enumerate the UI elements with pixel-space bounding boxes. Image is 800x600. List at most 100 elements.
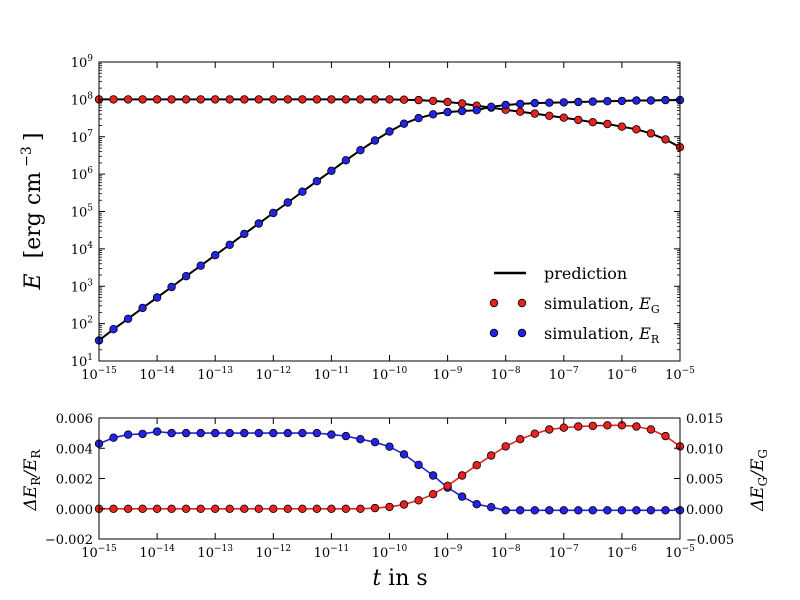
simulation-eg-point	[428, 96, 438, 106]
right-y-axis-label: ΔEG/EG	[748, 449, 770, 512]
legend-eg-marker	[517, 298, 527, 308]
error-eg-point	[472, 461, 481, 470]
simulation-er-point	[123, 314, 133, 323]
error-eg-point	[356, 504, 365, 513]
energy-ticks-layer: 10−15 10−14 10−13 10−12 10−11 10−10 10−9 10−8 10…	[71, 54, 695, 383]
left-y-axis-label: ΔER/ER	[21, 449, 43, 512]
y-tick-label: 106	[71, 166, 94, 183]
x-tick-label: 10−5	[665, 366, 695, 383]
error-er-point	[123, 430, 133, 439]
error-er-point	[559, 506, 568, 515]
simulation-eg-point	[414, 95, 423, 105]
error-er-point	[574, 506, 583, 515]
error-er-point	[646, 506, 656, 515]
simulation-er-point	[661, 95, 670, 105]
error-er-point	[501, 506, 510, 515]
error-eg-point	[603, 421, 612, 430]
error-eg-point	[196, 504, 205, 513]
error-eg-point	[428, 490, 438, 499]
simulation-eg-point	[167, 95, 176, 104]
error-er-point	[225, 428, 234, 438]
left-y-tick-label: −0.002	[45, 533, 93, 548]
legend-er-label: simulation, ER	[544, 324, 660, 346]
right-y-tick-label: −0.005	[686, 533, 734, 548]
simulation-er-point	[356, 145, 365, 155]
x-tick-label: 10−12	[256, 366, 292, 383]
y-tick-label: 102	[71, 316, 93, 333]
error-eg-point	[574, 422, 583, 431]
error-eg-point	[588, 421, 597, 431]
simulation-er-point	[196, 261, 205, 270]
error-eg-point	[210, 504, 220, 513]
simulation-eg-point	[181, 95, 191, 104]
error-ticks-layer: 10−15 10−14 10−13 10−12 10−11 10−10 10−9 10−8 10…	[45, 412, 734, 561]
simulation-er-point	[254, 219, 263, 228]
x-tick-label: 10−8	[491, 544, 521, 561]
simulation-eg-point	[269, 95, 278, 104]
simulation-eg-point	[399, 95, 409, 104]
error-er-point	[617, 506, 627, 515]
error-er-point	[269, 428, 278, 438]
simulation-eg-point	[254, 95, 263, 104]
y-tick-label: 108	[71, 91, 94, 108]
error-er-point	[181, 428, 191, 438]
x-tick-label: 10−15	[81, 544, 117, 561]
error-er-point	[588, 506, 597, 515]
error-eg-point	[327, 504, 336, 513]
x-tick-label: 10−11	[314, 544, 350, 561]
x-tick-label: 10−13	[197, 366, 233, 383]
simulation-er-point	[152, 293, 162, 302]
error-er-point	[385, 442, 394, 451]
simulation-eg-point	[240, 95, 249, 104]
simulation-eg-point	[196, 95, 205, 104]
error-eg-point	[283, 504, 292, 513]
simulation-er-point	[559, 98, 568, 107]
simulation-er-point	[501, 100, 510, 110]
error-eg-point	[414, 496, 423, 505]
error-er-point	[487, 503, 496, 512]
error-eg-point	[632, 422, 641, 431]
error-er-point	[167, 428, 176, 438]
simulation-eg-point	[138, 95, 147, 104]
error-eg-point	[152, 504, 162, 513]
error-eg-point	[530, 429, 539, 438]
error-eg-point	[181, 504, 191, 513]
left-y-tick-label: 0.004	[56, 442, 93, 457]
simulation-eg-point	[385, 95, 394, 104]
simulation-er-point	[341, 156, 351, 165]
simulation-eg-point	[516, 107, 525, 116]
legend-er-marker	[489, 328, 499, 338]
simulation-er-point	[530, 98, 539, 108]
error-er-point	[298, 428, 307, 438]
simulation-eg-point	[283, 95, 292, 104]
simulation-er-point	[617, 96, 627, 106]
simulation-eg-point	[327, 95, 336, 104]
error-eg-point	[545, 425, 554, 434]
x-tick-label: 10−5	[665, 544, 695, 561]
simulation-eg-point	[225, 95, 234, 104]
error-er-point	[603, 506, 612, 515]
error-er-point	[370, 438, 380, 447]
simulation-eg-point	[356, 95, 365, 104]
error-er-point	[283, 428, 292, 438]
error-er-point	[138, 429, 147, 439]
error-er-point	[516, 506, 525, 515]
error-eg-point	[646, 425, 656, 434]
y-tick-label: 103	[71, 278, 94, 295]
simulation-er-point	[632, 96, 641, 105]
simulation-er-point	[240, 229, 249, 239]
simulation-eg-point	[661, 135, 670, 144]
error-eg-point	[661, 431, 670, 441]
error-eg-point	[254, 504, 263, 513]
error-er-point	[414, 460, 423, 470]
simulation-eg-point	[603, 119, 612, 129]
simulation-er-point	[385, 127, 394, 136]
error-er-point	[254, 428, 263, 438]
error-er-point	[632, 506, 641, 515]
simulation-er-point	[487, 102, 496, 111]
error-eg-point	[457, 471, 467, 480]
energy-series-layer	[94, 95, 685, 345]
simulation-er-point	[298, 187, 307, 196]
simulation-eg-point	[559, 113, 568, 122]
simulation-er-point	[225, 240, 234, 249]
